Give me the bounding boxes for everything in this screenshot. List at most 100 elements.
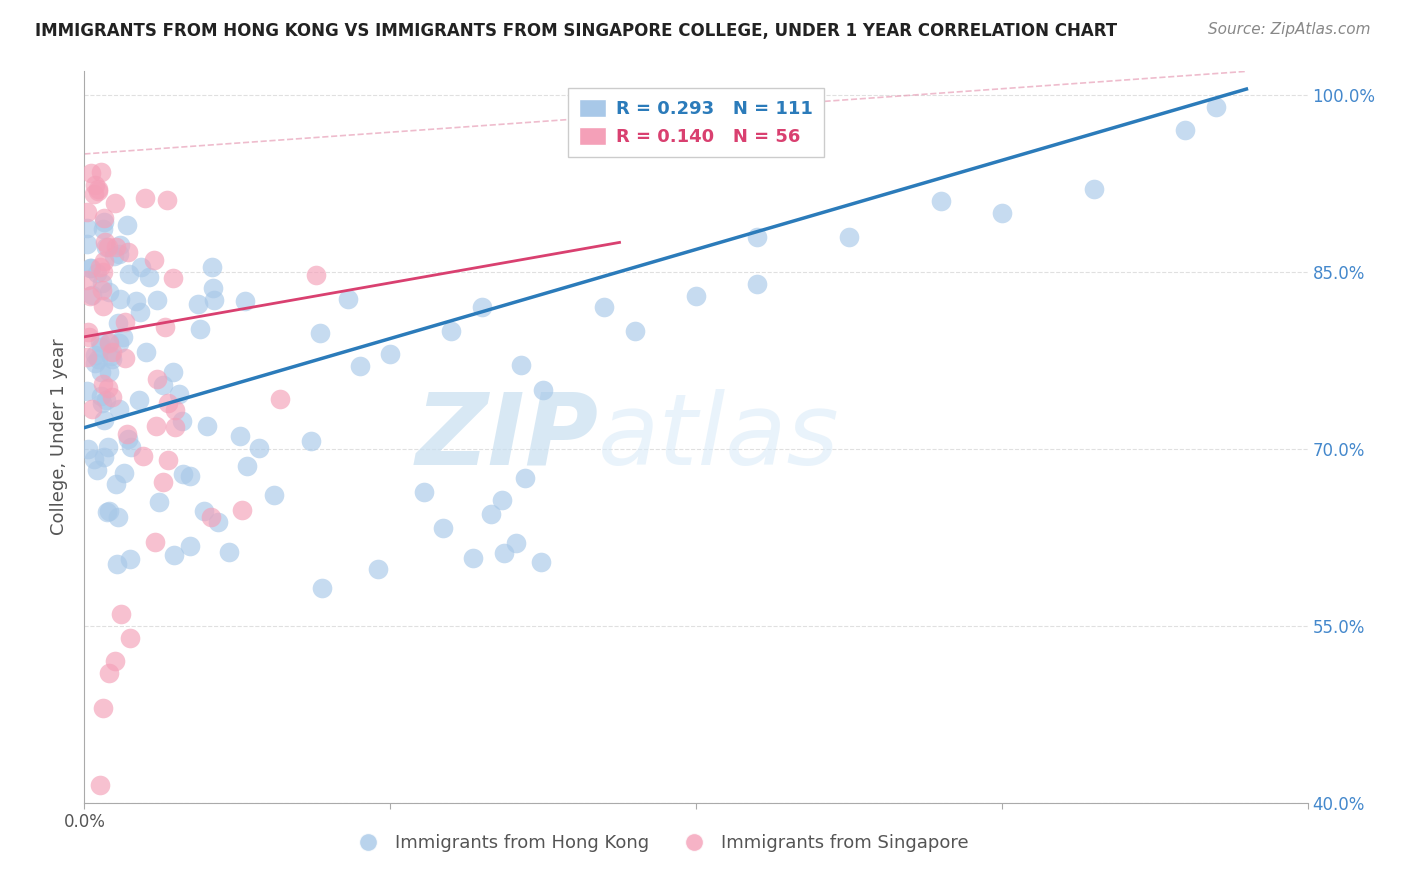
Immigrants from Hong Kong [124,294,146,309]
Immigrants from Hong Kong [179,539,201,553]
Immigrants from Singapore [163,420,186,434]
Immigrants from Singapore [77,326,100,340]
Immigrants from Singapore [91,283,114,297]
Immigrants from Hong Kong [195,418,218,433]
Immigrants from Singapore [110,607,132,621]
Immigrants from Hong Kong [494,546,516,560]
Immigrants from Hong Kong [440,324,463,338]
Immigrants from Hong Kong [79,261,101,276]
Immigrants from Singapore [131,449,153,463]
Immigrants from Hong Kong [1205,100,1227,114]
Immigrants from Hong Kong [747,229,769,244]
Immigrants from Singapore [103,195,125,210]
Text: ZIP: ZIP [415,389,598,485]
Immigrants from Hong Kong [172,414,194,428]
Immigrants from Singapore [120,631,142,645]
Immigrants from Hong Kong [193,504,215,518]
Immigrants from Hong Kong [479,507,502,521]
Text: IMMIGRANTS FROM HONG KONG VS IMMIGRANTS FROM SINGAPORE COLLEGE, UNDER 1 YEAR COR: IMMIGRANTS FROM HONG KONG VS IMMIGRANTS … [35,22,1118,40]
Immigrants from Hong Kong [98,504,121,518]
Immigrants from Singapore [93,253,115,268]
Immigrants from Singapore [146,372,169,386]
Immigrants from Hong Kong [86,463,108,477]
Immigrants from Singapore [231,502,253,516]
Immigrants from Hong Kong [117,218,139,232]
Immigrants from Singapore [87,182,110,196]
Immigrants from Hong Kong [366,562,388,576]
Immigrants from Singapore [156,453,179,467]
Immigrants from Hong Kong [108,247,131,261]
Immigrants from Hong Kong [107,510,129,524]
Immigrants from Hong Kong [505,536,527,550]
Immigrants from Singapore [143,253,166,268]
Immigrants from Hong Kong [91,222,114,236]
Immigrants from Hong Kong [105,476,128,491]
Immigrants from Hong Kong [98,365,121,379]
Immigrants from Hong Kong [513,471,536,485]
Immigrants from Hong Kong [311,581,333,595]
Immigrants from Singapore [76,350,98,364]
Immigrants from Hong Kong [76,236,98,251]
Immigrants from Singapore [156,194,179,208]
Immigrants from Hong Kong [412,484,434,499]
Immigrants from Hong Kong [90,276,112,290]
Immigrants from Hong Kong [233,293,256,308]
Immigrants from Hong Kong [200,260,222,274]
Immigrants from Hong Kong [747,277,769,291]
Immigrants from Hong Kong [491,493,513,508]
Immigrants from Hong Kong [432,521,454,535]
Immigrants from Hong Kong [202,293,225,307]
Immigrants from Hong Kong [229,429,252,443]
Immigrants from Singapore [114,351,136,365]
Immigrants from Singapore [94,235,117,250]
Immigrants from Hong Kong [76,220,98,235]
Immigrants from Hong Kong [148,494,170,508]
Immigrants from Hong Kong [146,293,169,307]
Immigrants from Hong Kong [129,260,152,274]
Immigrants from Hong Kong [128,305,150,319]
Immigrants from Hong Kong [120,552,142,566]
Immigrants from Hong Kong [349,359,371,374]
Immigrants from Singapore [97,381,120,395]
Immigrants from Hong Kong [1174,123,1197,137]
Immigrants from Singapore [79,166,101,180]
Immigrants from Hong Kong [179,469,201,483]
Immigrants from Hong Kong [263,488,285,502]
Immigrants from Hong Kong [117,267,139,281]
Immigrants from Hong Kong [77,442,100,456]
Immigrants from Hong Kong [172,467,194,481]
Immigrants from Hong Kong [89,335,111,350]
Immigrants from Hong Kong [201,280,224,294]
Immigrants from Singapore [91,701,114,715]
Immigrants from Hong Kong [76,384,98,398]
Immigrants from Hong Kong [90,396,112,410]
Immigrants from Hong Kong [103,249,125,263]
Immigrants from Hong Kong [167,386,190,401]
Immigrants from Hong Kong [117,433,139,447]
Immigrants from Singapore [104,240,127,254]
Immigrants from Hong Kong [97,334,120,349]
Immigrants from Hong Kong [624,324,647,338]
Text: Source: ZipAtlas.com: Source: ZipAtlas.com [1208,22,1371,37]
Immigrants from Hong Kong [108,292,131,306]
Legend: Immigrants from Hong Kong, Immigrants from Singapore: Immigrants from Hong Kong, Immigrants fr… [343,827,976,860]
Immigrants from Hong Kong [97,440,120,454]
Immigrants from Hong Kong [84,348,107,362]
Immigrants from Hong Kong [299,434,322,449]
Immigrants from Hong Kong [84,356,107,370]
Immigrants from Hong Kong [162,365,184,379]
Immigrants from Hong Kong [685,288,707,302]
Immigrants from Hong Kong [93,215,115,229]
Immigrants from Singapore [153,320,176,334]
Immigrants from Singapore [89,778,111,792]
Immigrants from Hong Kong [838,229,860,244]
Immigrants from Singapore [162,270,184,285]
Immigrants from Hong Kong [471,301,494,315]
Immigrants from Singapore [76,273,98,287]
Immigrants from Hong Kong [112,467,135,481]
Immigrants from Singapore [117,245,139,260]
Immigrants from Singapore [93,377,115,392]
Immigrants from Singapore [104,654,127,668]
Immigrants from Singapore [89,260,111,275]
Immigrants from Hong Kong [138,270,160,285]
